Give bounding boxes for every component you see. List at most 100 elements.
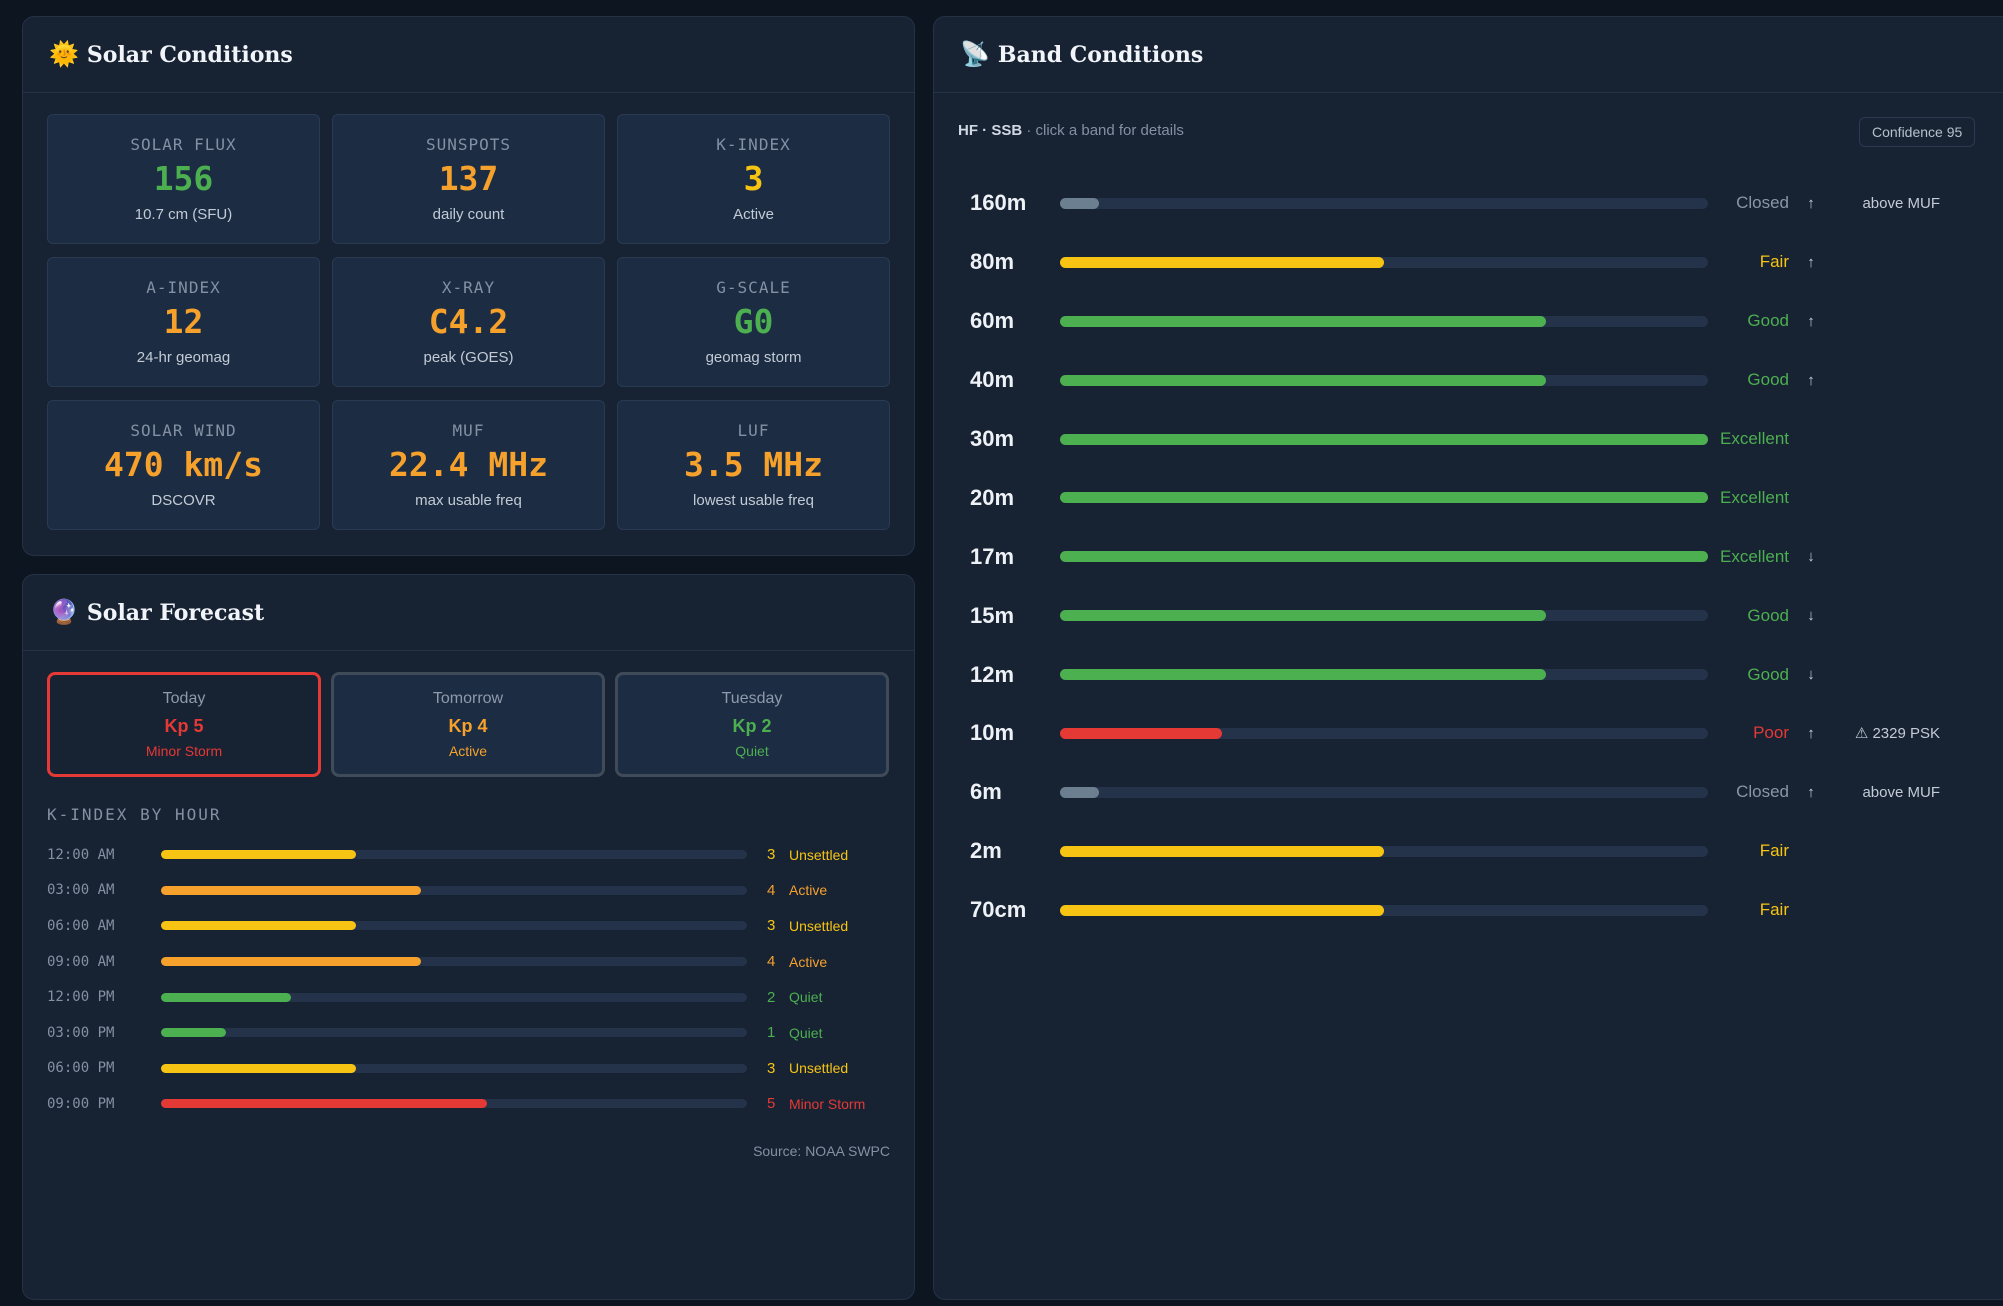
- k-index-value: 1: [767, 1024, 776, 1042]
- hour-time: 12:00 PM: [47, 989, 115, 1006]
- band-bar-fill: [1060, 256, 1384, 268]
- solar-stat-card: SUNSPOTS 137 daily count: [332, 114, 605, 244]
- band-bar-fill: [1060, 551, 1708, 563]
- forecast-level: Minor Storm: [145, 743, 223, 759]
- trend-up-icon: ↑: [1807, 194, 1815, 212]
- solar-forecast-panel: 🔮 Solar Forecast Today Kp 5 Minor Storm Tom…: [22, 574, 915, 1300]
- band-bar-track: [1060, 727, 1708, 739]
- band-row-15m[interactable]: 15m Good ↓: [970, 586, 1970, 645]
- forecast-day-card[interactable]: Tuesday Kp 2 Quiet: [615, 672, 889, 777]
- band-row-20m[interactable]: 20m Excellent: [970, 468, 1970, 527]
- k-index-level: Active: [789, 882, 828, 899]
- band-row-40m[interactable]: 40m Good ↑: [970, 351, 1970, 410]
- k-index-bar-track: [161, 921, 747, 931]
- band-name: 15m: [970, 602, 1015, 628]
- band-row-160m[interactable]: 160m Closed ↑ above MUF: [970, 174, 1970, 233]
- k-index-bar-track: [161, 992, 747, 1002]
- band-name: 2m: [970, 838, 1002, 864]
- solar-stat-card: A-INDEX 12 24-hr geomag: [47, 257, 320, 387]
- forecast-day-card[interactable]: Today Kp 5 Minor Storm: [47, 672, 321, 777]
- k-index-bar-track: [161, 1028, 747, 1038]
- band-name: 20m: [970, 484, 1015, 510]
- solar-stat-card: X-RAY C4.2 peak (GOES): [332, 257, 605, 387]
- k-index-hour-row: 03:00 AM 4 Active: [47, 873, 890, 909]
- data-source: Source: NOAA SWPC: [753, 1143, 890, 1159]
- stat-label: SOLAR WIND: [130, 421, 237, 440]
- band-bar-fill: [1060, 374, 1546, 386]
- k-index-level: Unsettled: [789, 917, 849, 934]
- stat-caption: Active: [733, 206, 774, 223]
- solar-forecast-title: Solar Forecast: [86, 599, 265, 626]
- stat-value: 3: [743, 159, 764, 198]
- k-index-bar-track: [161, 957, 747, 967]
- band-name: 17m: [970, 543, 1015, 569]
- band-row-6m[interactable]: 6m Closed ↑ above MUF: [970, 763, 1970, 822]
- k-index-value: 3: [767, 1059, 776, 1077]
- band-name: 12m: [970, 661, 1015, 687]
- k-index-hour-row: 09:00 AM 4 Active: [47, 944, 890, 980]
- stat-value: 470 km/s: [104, 445, 263, 484]
- satellite-dish-icon: 📡: [960, 40, 990, 68]
- band-row-12m[interactable]: 12m Good ↓: [970, 645, 1970, 704]
- band-name: 30m: [970, 426, 1015, 451]
- stat-caption: peak (GOES): [423, 349, 514, 366]
- band-name: 160m: [970, 190, 1027, 216]
- stat-label: A-INDEX: [146, 278, 221, 297]
- solar-stat-card: LUF 3.5 MHz lowest usable freq: [617, 400, 890, 530]
- band-name: 6m: [970, 779, 1002, 805]
- forecast-day-card[interactable]: Tomorrow Kp 4 Active: [331, 672, 605, 777]
- band-list: 160m Closed ↑ above MUF 80m Fair ↑ 60m Good ↑ 40m G…: [970, 174, 1970, 940]
- band-row-80m[interactable]: 80m Fair ↑: [970, 233, 1970, 292]
- stat-label: SUNSPOTS: [425, 135, 512, 154]
- band-status: Fair: [1759, 841, 1789, 861]
- k-index-level: Unsettled: [789, 846, 849, 863]
- solar-stat-card: MUF 22.4 MHz max usable freq: [332, 400, 605, 530]
- solar-stat-card: G-SCALE G0 geomag storm: [617, 257, 890, 387]
- trend-up-icon: ↑: [1807, 783, 1815, 801]
- band-note: above MUF: [1862, 194, 1940, 212]
- stat-caption: daily count: [432, 206, 505, 223]
- band-bar-fill: [1060, 845, 1384, 857]
- band-row-70cm[interactable]: 70cm Fair: [970, 881, 1970, 940]
- band-bar-track: [1060, 433, 1708, 445]
- k-index-hour-row: 12:00 PM 2 Quiet: [47, 979, 890, 1015]
- k-index-value: 2: [767, 988, 776, 1006]
- stat-label: SOLAR FLUX: [130, 135, 237, 154]
- band-bar-fill: [1060, 786, 1099, 798]
- trend-up-icon: ↑: [1807, 253, 1815, 271]
- sun-icon: 🌞: [49, 40, 79, 68]
- k-index-bar-track: [161, 1099, 747, 1109]
- solar-conditions-title: Solar Conditions: [86, 41, 293, 68]
- band-bar-track: [1060, 492, 1708, 504]
- band-row-10m[interactable]: 10m Poor ↑ ⚠ 2329 PSK: [970, 704, 1970, 763]
- k-index-bar-fill: [161, 1063, 357, 1073]
- band-bar-track: [1060, 197, 1708, 209]
- solar-conditions-panel: 🌞 Solar Conditions SOLAR FLUX 156 10.7 cm …: [22, 16, 915, 556]
- band-bar-fill: [1060, 669, 1546, 681]
- trend-up-icon: ↑: [1807, 371, 1815, 389]
- k-index-bar-fill: [161, 921, 357, 931]
- band-status: Excellent: [1720, 487, 1789, 507]
- band-row-2m[interactable]: 2m Fair: [970, 822, 1970, 881]
- solar-forecast-header: 🔮 Solar Forecast: [23, 575, 914, 651]
- hour-time: 09:00 AM: [47, 953, 115, 970]
- band-name: 40m: [970, 367, 1015, 393]
- band-conditions-panel: 📡 Band Conditions HF · SSB · click a ban…: [933, 16, 2003, 1300]
- trend-up-icon: ↑: [1807, 312, 1815, 330]
- trend-up-icon: ↑: [1807, 724, 1815, 742]
- band-bar-track: [1060, 904, 1708, 916]
- k-index-value: 4: [767, 953, 776, 971]
- band-status: Good: [1747, 311, 1789, 331]
- k-index-hour-row: 06:00 PM 3 Unsettled: [47, 1051, 890, 1087]
- k-index-level: Active: [789, 953, 828, 970]
- crystal-ball-icon: 🔮: [49, 598, 79, 626]
- band-row-60m[interactable]: 60m Good ↑: [970, 292, 1970, 351]
- stat-label: G-SCALE: [716, 278, 791, 297]
- band-row-30m[interactable]: 30m Excellent: [970, 410, 1970, 469]
- band-status: Good: [1747, 605, 1789, 625]
- forecast-level: Quiet: [735, 743, 769, 759]
- band-name: 10m: [970, 720, 1015, 746]
- band-row-17m[interactable]: 17m Excellent ↓: [970, 527, 1970, 586]
- band-bar-fill: [1060, 197, 1099, 209]
- band-note: above MUF: [1862, 783, 1940, 801]
